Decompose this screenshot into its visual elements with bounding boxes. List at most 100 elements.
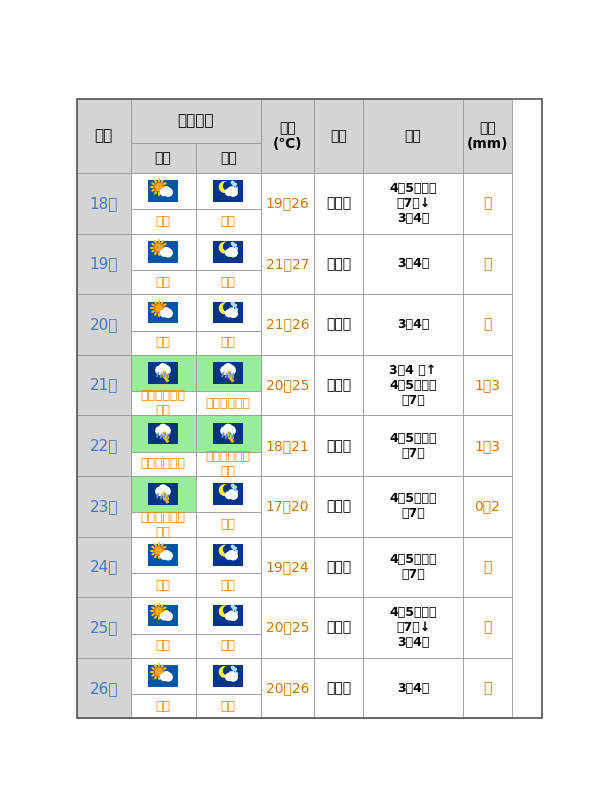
- Bar: [149, 544, 178, 565]
- Bar: [314, 416, 363, 476]
- Bar: [130, 536, 196, 573]
- Circle shape: [230, 248, 237, 256]
- Bar: [314, 99, 363, 173]
- Text: 1～3: 1～3: [474, 378, 500, 392]
- Bar: [213, 180, 243, 202]
- Text: 无: 无: [483, 317, 492, 332]
- Circle shape: [161, 674, 167, 680]
- Bar: [314, 597, 363, 658]
- Circle shape: [225, 426, 235, 435]
- Text: 多云: 多云: [220, 337, 236, 349]
- Text: 1～3: 1～3: [474, 438, 500, 453]
- Text: 多云: 多云: [220, 578, 236, 591]
- Bar: [463, 536, 512, 597]
- Text: 0～2: 0～2: [475, 499, 500, 514]
- Bar: [196, 476, 261, 512]
- Bar: [130, 573, 196, 597]
- Bar: [196, 234, 261, 270]
- Bar: [130, 694, 196, 718]
- Text: 18日: 18日: [89, 196, 118, 211]
- Bar: [162, 313, 171, 315]
- Circle shape: [225, 366, 235, 375]
- Bar: [130, 451, 196, 476]
- Bar: [149, 665, 178, 687]
- Circle shape: [230, 612, 237, 621]
- Circle shape: [225, 188, 233, 196]
- Bar: [130, 633, 196, 658]
- Bar: [261, 355, 314, 416]
- Bar: [261, 294, 314, 355]
- Text: 4～5级、阵
风7级: 4～5级、阵 风7级: [389, 493, 437, 520]
- Text: 无: 无: [483, 621, 492, 634]
- Bar: [314, 234, 363, 294]
- Bar: [196, 573, 261, 597]
- Bar: [261, 99, 314, 173]
- Bar: [261, 658, 314, 718]
- Text: 日期: 日期: [95, 129, 113, 143]
- Circle shape: [228, 187, 235, 193]
- Bar: [314, 658, 363, 718]
- Circle shape: [159, 425, 167, 432]
- Circle shape: [230, 309, 237, 317]
- Bar: [213, 544, 243, 565]
- Bar: [130, 331, 196, 355]
- Circle shape: [219, 182, 230, 193]
- Bar: [314, 173, 363, 234]
- Circle shape: [219, 303, 230, 314]
- Text: 无: 无: [483, 257, 492, 271]
- Circle shape: [223, 303, 232, 311]
- Circle shape: [219, 667, 230, 677]
- Bar: [196, 416, 261, 451]
- Bar: [77, 355, 130, 416]
- Text: 多云: 多云: [156, 700, 170, 713]
- Text: 天气状况: 天气状况: [178, 113, 214, 129]
- Bar: [314, 355, 363, 416]
- Bar: [363, 355, 463, 416]
- Bar: [196, 451, 261, 476]
- Circle shape: [225, 553, 233, 559]
- Text: 白天: 白天: [155, 151, 172, 165]
- Circle shape: [164, 612, 172, 621]
- Text: 局部阵雨或雷
阵雨: 局部阵雨或雷 阵雨: [141, 389, 185, 417]
- Text: 多云: 多云: [156, 215, 170, 228]
- Bar: [363, 294, 463, 355]
- Circle shape: [164, 552, 172, 560]
- Circle shape: [219, 545, 230, 556]
- Circle shape: [219, 243, 230, 253]
- Bar: [158, 370, 169, 372]
- Bar: [261, 536, 314, 597]
- Circle shape: [164, 673, 172, 681]
- Bar: [196, 694, 261, 718]
- Bar: [363, 99, 463, 173]
- Text: 3～4 级↑
4～5级、阵
风7级: 3～4 级↑ 4～5级、阵 风7级: [389, 363, 437, 407]
- Circle shape: [228, 671, 235, 678]
- Text: 19日: 19日: [89, 256, 118, 271]
- Bar: [463, 658, 512, 718]
- Circle shape: [219, 606, 230, 616]
- Bar: [222, 370, 234, 372]
- Bar: [196, 355, 261, 392]
- Circle shape: [161, 188, 167, 196]
- Circle shape: [161, 426, 170, 435]
- Circle shape: [228, 611, 235, 617]
- Bar: [77, 597, 130, 658]
- Circle shape: [225, 613, 233, 620]
- Bar: [227, 677, 236, 679]
- Bar: [130, 658, 196, 694]
- Bar: [363, 597, 463, 658]
- Bar: [130, 210, 196, 234]
- Circle shape: [228, 490, 235, 497]
- Bar: [213, 604, 243, 626]
- Bar: [196, 597, 261, 633]
- Bar: [196, 173, 261, 210]
- Circle shape: [223, 182, 232, 190]
- Bar: [77, 658, 130, 718]
- Text: 20日: 20日: [89, 317, 118, 332]
- Bar: [261, 234, 314, 294]
- Bar: [363, 416, 463, 476]
- Text: 气温
(℃): 气温 (℃): [273, 121, 302, 151]
- Circle shape: [163, 187, 170, 193]
- Bar: [213, 241, 243, 263]
- Circle shape: [156, 366, 164, 375]
- Bar: [261, 597, 314, 658]
